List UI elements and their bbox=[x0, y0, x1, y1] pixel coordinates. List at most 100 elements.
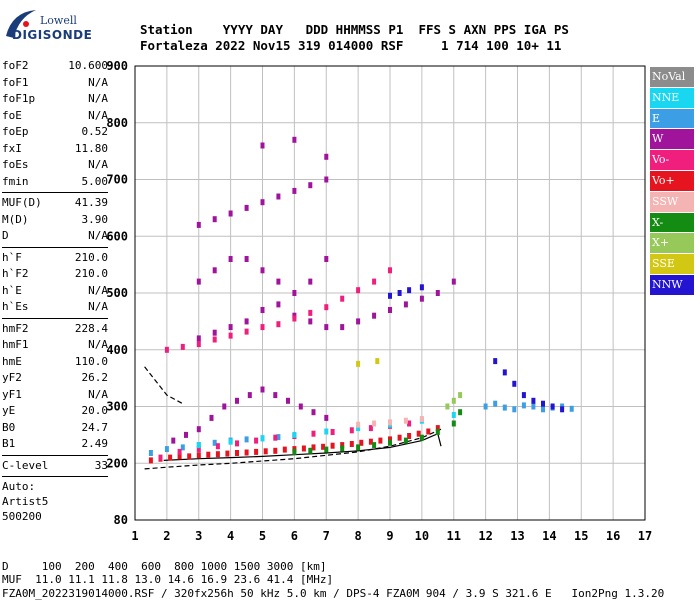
data-point bbox=[521, 392, 526, 399]
footer-muf-row: MUF 11.0 11.1 11.8 13.0 14.6 16.9 23.6 4… bbox=[2, 573, 334, 586]
data-point bbox=[180, 343, 185, 350]
data-point bbox=[292, 290, 297, 296]
data-point bbox=[209, 414, 214, 421]
param-value: 210.0 bbox=[74, 267, 108, 280]
data-point bbox=[407, 433, 412, 439]
data-point bbox=[254, 448, 259, 455]
param-value: N/A bbox=[88, 92, 108, 105]
data-point bbox=[292, 448, 297, 455]
data-point bbox=[356, 287, 361, 294]
data-point bbox=[435, 425, 440, 432]
param-row: hmF1 N/A bbox=[2, 337, 108, 354]
data-point bbox=[340, 445, 345, 452]
data-point bbox=[164, 346, 169, 353]
data-point bbox=[276, 278, 281, 285]
data-point bbox=[148, 450, 153, 456]
data-point bbox=[372, 278, 377, 285]
data-point bbox=[301, 445, 306, 452]
data-point bbox=[359, 439, 364, 446]
x-tick-label: 6 bbox=[291, 529, 298, 543]
data-point bbox=[403, 417, 408, 424]
param-value: 41.39 bbox=[74, 196, 108, 209]
param-name: foF1 bbox=[2, 75, 29, 89]
data-point bbox=[445, 403, 450, 410]
legend-item: NoVal bbox=[650, 67, 694, 87]
data-point bbox=[311, 444, 316, 451]
param-name: C-level bbox=[2, 458, 49, 472]
data-point bbox=[308, 447, 313, 454]
data-point bbox=[276, 321, 281, 328]
y-tick-label: 500 bbox=[106, 286, 128, 300]
legend-item: Vo+ bbox=[650, 170, 694, 191]
param-row: C-level 33 bbox=[2, 458, 108, 475]
data-point bbox=[187, 453, 192, 460]
logo-line2: DIGISONDE bbox=[12, 28, 93, 42]
data-point bbox=[340, 324, 345, 331]
param-row: MUF(D) 41.39 bbox=[2, 195, 108, 212]
y-tick-label: 80 bbox=[114, 513, 128, 527]
data-point bbox=[225, 450, 230, 457]
data-point bbox=[435, 290, 440, 296]
data-point bbox=[228, 438, 233, 445]
data-point bbox=[311, 409, 316, 416]
x-tick-label: 12 bbox=[478, 529, 492, 543]
data-point bbox=[228, 332, 233, 339]
param-row: foE N/A bbox=[2, 108, 108, 125]
data-point bbox=[196, 221, 201, 228]
x-tick-label: 13 bbox=[510, 529, 524, 543]
data-point bbox=[273, 447, 278, 454]
param-separator bbox=[2, 317, 108, 319]
legend-item: E bbox=[650, 108, 694, 129]
data-point bbox=[276, 434, 281, 441]
param-name: hmF1 bbox=[2, 338, 29, 351]
param-name: fmin bbox=[2, 174, 29, 188]
data-point bbox=[419, 416, 424, 422]
legend-item: X- bbox=[650, 212, 694, 233]
data-point bbox=[212, 439, 217, 446]
param-name: yE bbox=[2, 404, 16, 417]
data-point bbox=[263, 448, 268, 455]
data-point bbox=[215, 451, 220, 458]
param-name: foE bbox=[2, 108, 22, 122]
data-point bbox=[228, 256, 233, 262]
param-value: 0.52 bbox=[81, 125, 109, 138]
param-name: foEp bbox=[2, 125, 29, 138]
data-point bbox=[247, 392, 252, 399]
data-point bbox=[451, 412, 456, 418]
data-point bbox=[502, 404, 507, 411]
data-point bbox=[560, 406, 565, 413]
data-point bbox=[222, 403, 227, 410]
param-value: N/A bbox=[88, 300, 108, 313]
data-point bbox=[196, 452, 201, 459]
param-value: N/A bbox=[88, 108, 108, 122]
data-point bbox=[215, 443, 220, 450]
data-point bbox=[531, 403, 536, 410]
param-row: B0 24.7 bbox=[2, 420, 108, 437]
data-point bbox=[292, 187, 297, 194]
fit-curve bbox=[163, 432, 442, 461]
data-point bbox=[177, 448, 182, 455]
param-value: N/A bbox=[88, 158, 108, 171]
param-row: h`F2 210.0 bbox=[2, 266, 108, 283]
param-name: fxI bbox=[2, 141, 22, 155]
data-point bbox=[292, 136, 297, 143]
data-point bbox=[378, 437, 383, 444]
param-row: yF2 26.2 bbox=[2, 370, 108, 387]
param-value: 210.0 bbox=[74, 250, 108, 264]
param-name: hmE bbox=[2, 354, 22, 368]
y-tick-label: 600 bbox=[106, 229, 128, 243]
data-point bbox=[168, 454, 173, 461]
data-point bbox=[349, 427, 354, 434]
param-value: N/A bbox=[88, 387, 108, 401]
data-point bbox=[403, 437, 408, 444]
data-point bbox=[330, 429, 335, 435]
y-tick-label: 700 bbox=[106, 173, 128, 187]
data-point bbox=[368, 425, 373, 432]
param-name: foF2 bbox=[2, 59, 29, 72]
data-point bbox=[372, 442, 377, 449]
param-row: foF2 10.600 bbox=[2, 58, 108, 75]
autoscaling-text: Auto: bbox=[2, 480, 36, 493]
data-point bbox=[324, 428, 329, 435]
data-point bbox=[388, 436, 392, 443]
data-point bbox=[388, 419, 392, 426]
